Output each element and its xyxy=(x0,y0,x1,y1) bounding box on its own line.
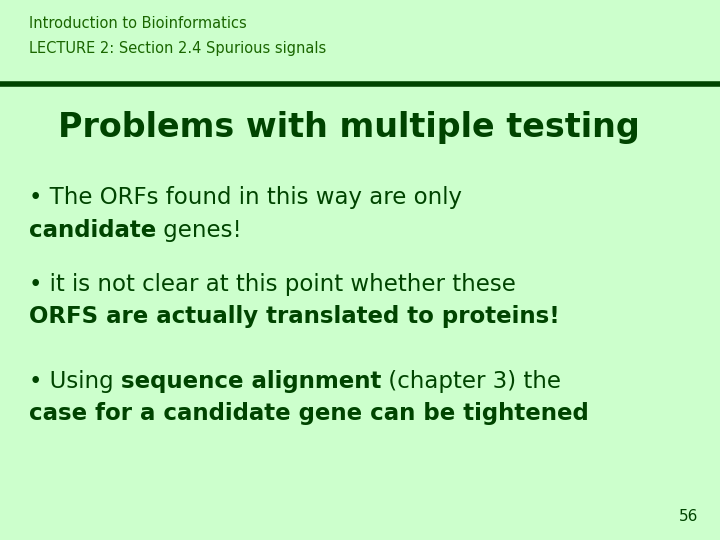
Text: • it is not clear at this point whether these: • it is not clear at this point whether … xyxy=(29,273,516,296)
Text: LECTURE 2: Section 2.4 Spurious signals: LECTURE 2: Section 2.4 Spurious signals xyxy=(29,40,326,56)
Text: • The ORFs found in this way are only: • The ORFs found in this way are only xyxy=(29,186,462,210)
Text: case for a candidate gene can be tightened: case for a candidate gene can be tighten… xyxy=(29,402,588,426)
Text: Introduction to Bioinformatics: Introduction to Bioinformatics xyxy=(29,16,246,31)
Text: 56: 56 xyxy=(679,509,698,524)
Text: candidate: candidate xyxy=(29,219,156,242)
Text: (chapter 3) the: (chapter 3) the xyxy=(381,370,561,393)
Text: genes!: genes! xyxy=(156,219,242,242)
Text: • Using: • Using xyxy=(29,370,121,393)
Text: ORFS are actually translated to proteins!: ORFS are actually translated to proteins… xyxy=(29,305,559,328)
Text: sequence alignment: sequence alignment xyxy=(121,370,381,393)
Text: Problems with multiple testing: Problems with multiple testing xyxy=(58,111,639,144)
